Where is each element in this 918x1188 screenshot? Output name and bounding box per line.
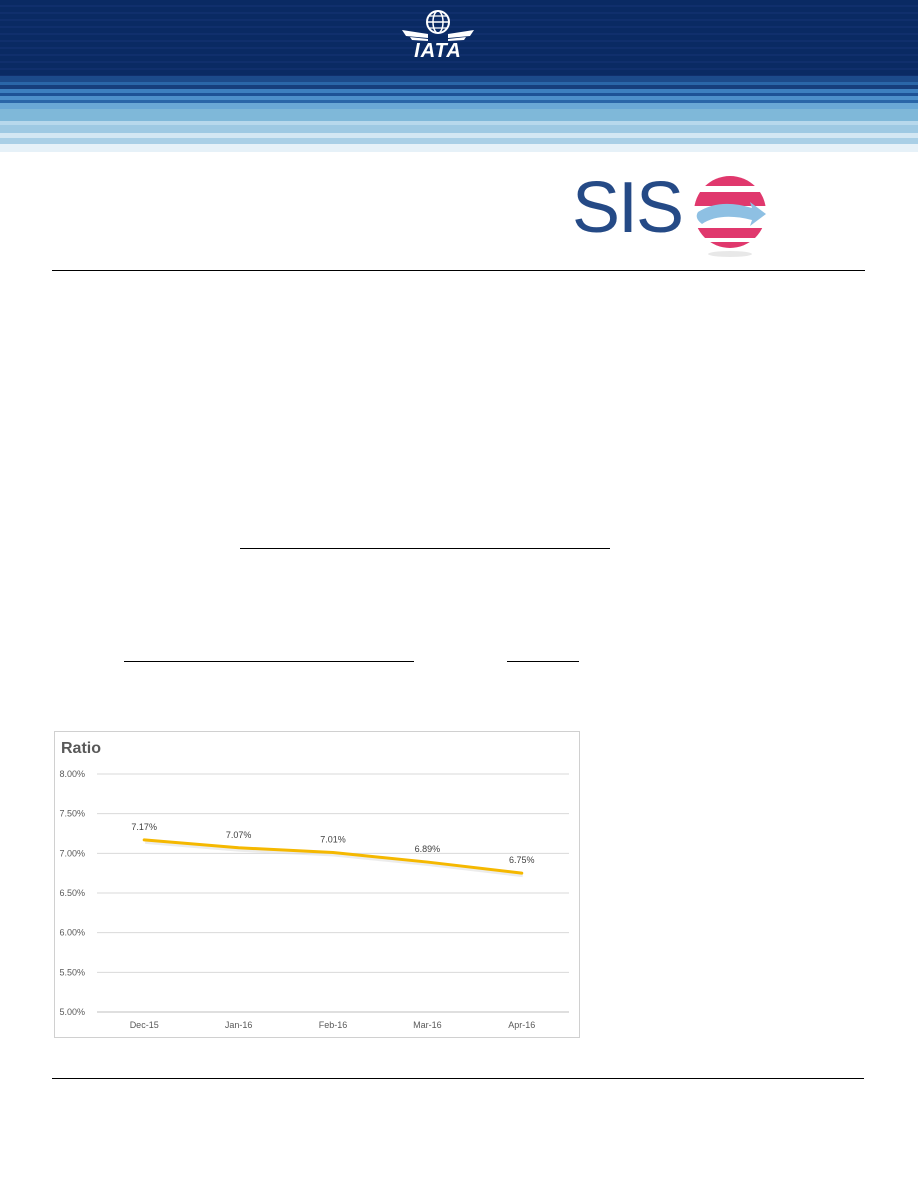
data-label: 7.07% — [226, 830, 252, 840]
underline-rule-2 — [124, 661, 414, 662]
iata-globe-icon — [402, 10, 474, 41]
header-banner: IATA — [0, 0, 918, 152]
header-divider — [52, 270, 865, 271]
sis-globe-icon — [694, 176, 766, 257]
data-label: 7.17% — [131, 822, 157, 832]
data-label: 7.01% — [320, 835, 346, 845]
chart-plot: 5.00% 5.50% 6.00% 6.50% 7.00% 7.50% 8.00% Dec-1… — [59, 769, 569, 1030]
chart-title: Ratio — [61, 740, 101, 757]
sis-logo-text: SIS — [572, 168, 684, 248]
y-tick-label: 7.00% — [59, 848, 85, 858]
y-tick-label: 5.50% — [59, 967, 85, 977]
footer-divider — [52, 1078, 864, 1079]
data-label: 6.75% — [509, 855, 535, 865]
y-tick-label: 5.00% — [59, 1007, 85, 1017]
ratio-chart: Ratio 5.00% 5.50% 6.00% 6.50% 7.00% 7.50% 8.00… — [54, 731, 580, 1038]
banner-stripes — [0, 76, 918, 152]
x-tick-label: Mar-16 — [413, 1020, 442, 1030]
x-tick-label: Jan-16 — [225, 1020, 253, 1030]
y-tick-label: 7.50% — [59, 809, 85, 819]
series-line-shadow — [145, 839, 524, 878]
x-tick-label: Apr-16 — [508, 1020, 535, 1030]
x-tick-label: Dec-15 — [130, 1020, 159, 1030]
underline-rule-1 — [240, 548, 610, 549]
y-tick-label: 6.50% — [59, 888, 85, 898]
x-tick-label: Feb-16 — [319, 1020, 348, 1030]
y-tick-label: 6.00% — [59, 928, 85, 938]
data-label: 6.89% — [415, 844, 441, 854]
underline-rule-3 — [507, 661, 579, 662]
y-tick-label: 8.00% — [59, 769, 85, 779]
iata-logo-text: IATA — [414, 40, 462, 62]
